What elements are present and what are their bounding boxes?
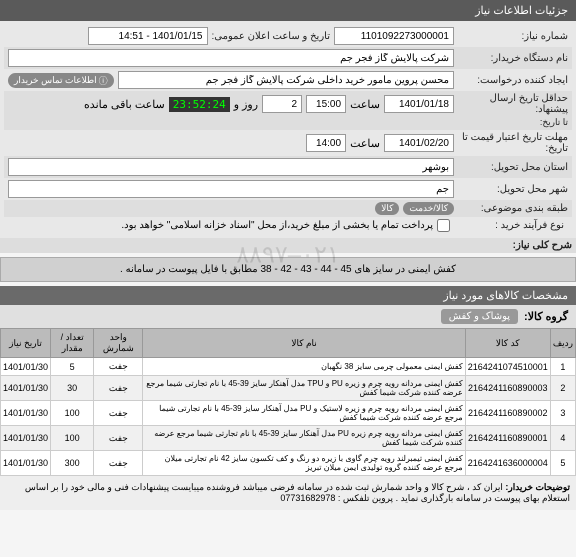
cell-unit: جفت [94,358,143,376]
form-section: شماره نیاز: تاریخ و ساعت اعلان عمومی: نا… [0,21,576,238]
category-chip-1[interactable]: کالا/خدمت [403,202,454,215]
items-table: ردیف کد کالا نام کالا واحد شمارش تعداد /… [0,328,576,476]
deadline-label: حداقل تاریخ ارسال پیشنهاد: [458,93,568,115]
panel-header: جزئیات اطلاعات نیاز [0,0,576,21]
cell-unit: جفت [94,426,143,451]
days-label: روز و [234,98,258,111]
table-row: 42164241160890001کفش ایمنی مردانه رویه چ… [1,426,576,451]
items-section-title: مشخصات کالاهای مورد نیاز [0,286,576,305]
cell-date: 1401/01/30 [1,426,51,451]
time-label-1: ساعت [350,98,380,111]
cell-date: 1401/01/30 [1,401,51,426]
cell-name: کفش ایمنی مردانه رویه چرم زیره PU مدل آه… [143,426,465,451]
contact-pill-label: اطلاعات تماس خریدار [14,75,97,86]
group-chip[interactable]: پوشاک و کفش [441,309,518,324]
cell-date: 1401/01/30 [1,376,51,401]
cell-qty: 30 [51,376,94,401]
validity-label: مهلت تاریخ اعتبار قیمت تا تاریخ: [458,132,568,154]
cell-qty: 100 [51,426,94,451]
category-label: طبقه بندی موضوعی: [458,203,568,214]
city-label: شهر محل تحویل: [458,184,568,195]
category-chip-2[interactable]: کالا [375,202,399,215]
table-row: 22164241160890003کفش ایمنی مردانه رویه چ… [1,376,576,401]
cell-code: 2164241074510001 [465,358,550,376]
process-checkbox[interactable] [437,219,450,232]
cell-unit: جفت [94,451,143,476]
col-qty: تعداد / مقدار [51,329,94,358]
creator-input[interactable] [118,71,454,89]
announce-label: تاریخ و ساعت اعلان عمومی: [212,31,331,42]
cell-code: 2164241160890003 [465,376,550,401]
col-name: نام کالا [143,329,465,358]
cell-unit: جفت [94,376,143,401]
cell-n: 5 [550,451,575,476]
table-row: 12164241074510001کفش ایمنی معمولی چرمی س… [1,358,576,376]
province-label: استان محل تحویل: [458,162,568,173]
validity-time-input[interactable] [306,134,346,152]
cell-name: کفش ایمنی معمولی چرمی سایز 38 نگهبان [143,358,465,376]
cell-qty: 300 [51,451,94,476]
cell-date: 1401/01/30 [1,451,51,476]
col-date: تاریخ نیاز [1,329,51,358]
cell-n: 4 [550,426,575,451]
remain-label: ساعت باقی مانده [84,98,165,111]
info-icon [99,74,108,87]
cell-date: 1401/01/30 [1,358,51,376]
process-label: نوع فرآیند خرید : [454,220,564,231]
footer-note-text: ایران کد ، شرح کالا و واحد شمارش ثبت شده… [25,482,570,503]
table-row: 52164241636000004کفش ایمنی تیمبرلند رویه… [1,451,576,476]
cell-code: 2164241160890001 [465,426,550,451]
deadline-time-input[interactable] [306,95,346,113]
need-number-label: شماره نیاز: [458,31,568,42]
cell-unit: جفت [94,401,143,426]
cell-qty: 100 [51,401,94,426]
group-label: گروه کالا: [524,310,568,323]
deadline-note: تا تاریخ: [458,117,568,128]
cell-code: 2164241160890002 [465,401,550,426]
province-input[interactable] [8,158,454,176]
validity-date-input[interactable] [384,134,454,152]
desc-label: شرح کلی نیاز: [462,240,572,251]
cell-name: کفش ایمنی تیمبرلند رویه چرم گاوی با زیره… [143,451,465,476]
cell-name: کفش ایمنی مردانه رویه چرم و زیره PU و TP… [143,376,465,401]
cell-qty: 5 [51,358,94,376]
cell-code: 2164241636000004 [465,451,550,476]
buyer-label: نام دستگاه خریدار: [458,53,568,64]
announce-input[interactable] [88,27,208,45]
table-row: 32164241160890002کفش ایمنی مردانه رویه چ… [1,401,576,426]
buyer-input[interactable] [8,49,454,67]
desc-box: کفش ایمنی در سایز های 45 - 44 - 43 - 42 … [0,257,576,282]
cell-n: 3 [550,401,575,426]
col-row: ردیف [550,329,575,358]
city-input[interactable] [8,180,454,198]
need-number-input[interactable] [334,27,454,45]
col-code: کد کالا [465,329,550,358]
time-label-2: ساعت [350,137,380,150]
process-note: پرداخت تمام یا بخشی از مبلغ خرید،از محل … [121,220,433,231]
col-unit: واحد شمارش [94,329,143,358]
contact-pill[interactable]: اطلاعات تماس خریدار [8,73,114,88]
cell-n: 2 [550,376,575,401]
deadline-date-input[interactable] [384,95,454,113]
countdown-timer: 23:52:24 [169,97,230,112]
creator-label: ایجاد کننده درخواست: [458,75,568,86]
footer-note-label: توضیحات خریدار: [505,482,570,492]
cell-name: کفش ایمنی مردانه رویه چرم و زیره لاستیک … [143,401,465,426]
cell-n: 1 [550,358,575,376]
days-input[interactable] [262,95,302,113]
